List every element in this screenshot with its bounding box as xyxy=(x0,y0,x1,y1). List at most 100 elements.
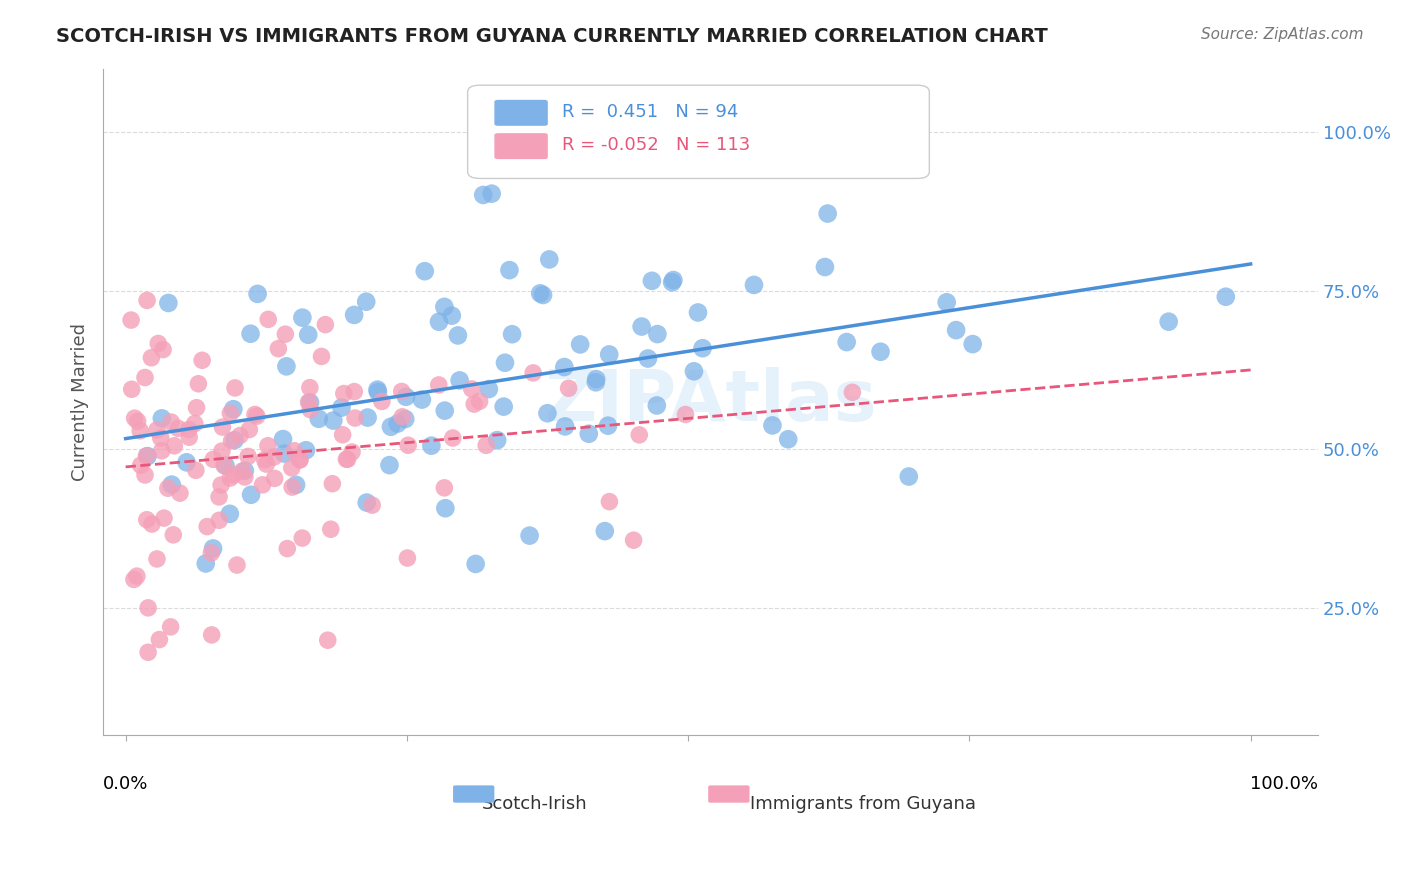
Point xyxy=(380,419,402,434)
Point xyxy=(257,439,280,453)
Point xyxy=(335,452,357,467)
Point xyxy=(156,481,179,495)
Point xyxy=(253,452,276,467)
Point xyxy=(396,551,419,566)
Point xyxy=(184,463,207,477)
Point xyxy=(343,308,366,322)
Text: 100.0%: 100.0% xyxy=(1250,775,1319,793)
Point xyxy=(835,334,858,349)
Point xyxy=(569,337,592,351)
Point xyxy=(336,452,359,467)
Point xyxy=(817,206,839,220)
Point xyxy=(233,470,256,484)
Point xyxy=(761,418,783,433)
Point xyxy=(623,533,645,548)
Point xyxy=(536,406,558,420)
Point xyxy=(492,400,515,414)
Point xyxy=(273,446,295,460)
Point xyxy=(202,541,225,556)
Point xyxy=(150,443,173,458)
Point xyxy=(1157,315,1180,329)
Point xyxy=(645,399,668,413)
Point xyxy=(201,628,224,642)
FancyBboxPatch shape xyxy=(453,785,495,803)
Point xyxy=(135,449,157,463)
Point xyxy=(557,381,579,395)
Point xyxy=(224,381,246,395)
Point xyxy=(274,327,297,342)
Point xyxy=(224,433,246,447)
Point xyxy=(236,450,259,464)
Point xyxy=(378,458,401,472)
Text: Immigrants from Guyana: Immigrants from Guyana xyxy=(749,795,976,813)
Point xyxy=(267,342,290,356)
Point xyxy=(472,188,495,202)
Y-axis label: Currently Married: Currently Married xyxy=(72,323,89,481)
Point xyxy=(308,411,330,425)
Point xyxy=(226,558,249,572)
Point xyxy=(316,633,339,648)
Point xyxy=(433,481,456,495)
Point xyxy=(475,438,498,452)
Point xyxy=(778,432,800,446)
Point xyxy=(134,370,156,384)
Point xyxy=(148,632,170,647)
Point xyxy=(897,469,920,483)
Point xyxy=(593,524,616,538)
Point xyxy=(141,516,163,531)
Point xyxy=(311,350,333,364)
Point xyxy=(498,263,520,277)
Point xyxy=(187,376,209,391)
Point xyxy=(252,478,274,492)
Point xyxy=(184,417,207,431)
Point xyxy=(291,531,314,545)
Point xyxy=(322,413,344,427)
Point xyxy=(463,397,485,411)
Point xyxy=(122,573,145,587)
Point xyxy=(157,296,180,310)
Point xyxy=(169,486,191,500)
Point xyxy=(212,458,235,473)
Point xyxy=(200,546,222,560)
Point xyxy=(146,552,169,566)
Point xyxy=(222,468,245,483)
Point xyxy=(288,452,311,467)
Point xyxy=(160,477,183,491)
Point xyxy=(441,431,464,445)
Point xyxy=(356,410,378,425)
Point xyxy=(202,452,225,467)
Point xyxy=(935,295,957,310)
Point xyxy=(218,507,240,521)
Point xyxy=(231,464,253,478)
FancyBboxPatch shape xyxy=(495,100,548,126)
Point xyxy=(427,315,450,329)
Point xyxy=(596,418,619,433)
Point xyxy=(662,273,685,287)
Point xyxy=(299,402,322,417)
Point xyxy=(285,478,308,492)
Point xyxy=(340,445,363,459)
Point xyxy=(420,439,443,453)
Point xyxy=(129,458,152,473)
Point xyxy=(447,328,470,343)
Point xyxy=(177,422,200,436)
Point xyxy=(531,288,554,302)
Point xyxy=(194,557,217,571)
Point xyxy=(343,384,366,399)
Point xyxy=(298,381,321,395)
Point xyxy=(869,344,891,359)
Point xyxy=(356,495,378,509)
Point xyxy=(167,421,190,435)
Text: SCOTCH-IRISH VS IMMIGRANTS FROM GUYANA CURRENTLY MARRIED CORRELATION CHART: SCOTCH-IRISH VS IMMIGRANTS FROM GUYANA C… xyxy=(56,27,1047,45)
Point xyxy=(387,417,409,431)
Point xyxy=(211,444,233,458)
Point xyxy=(222,402,245,417)
Point xyxy=(246,286,269,301)
Point xyxy=(598,347,620,361)
Point xyxy=(238,423,260,437)
Point xyxy=(628,428,651,442)
Point xyxy=(396,438,419,452)
Point xyxy=(314,318,336,332)
Point xyxy=(332,427,354,442)
Point xyxy=(134,467,156,482)
